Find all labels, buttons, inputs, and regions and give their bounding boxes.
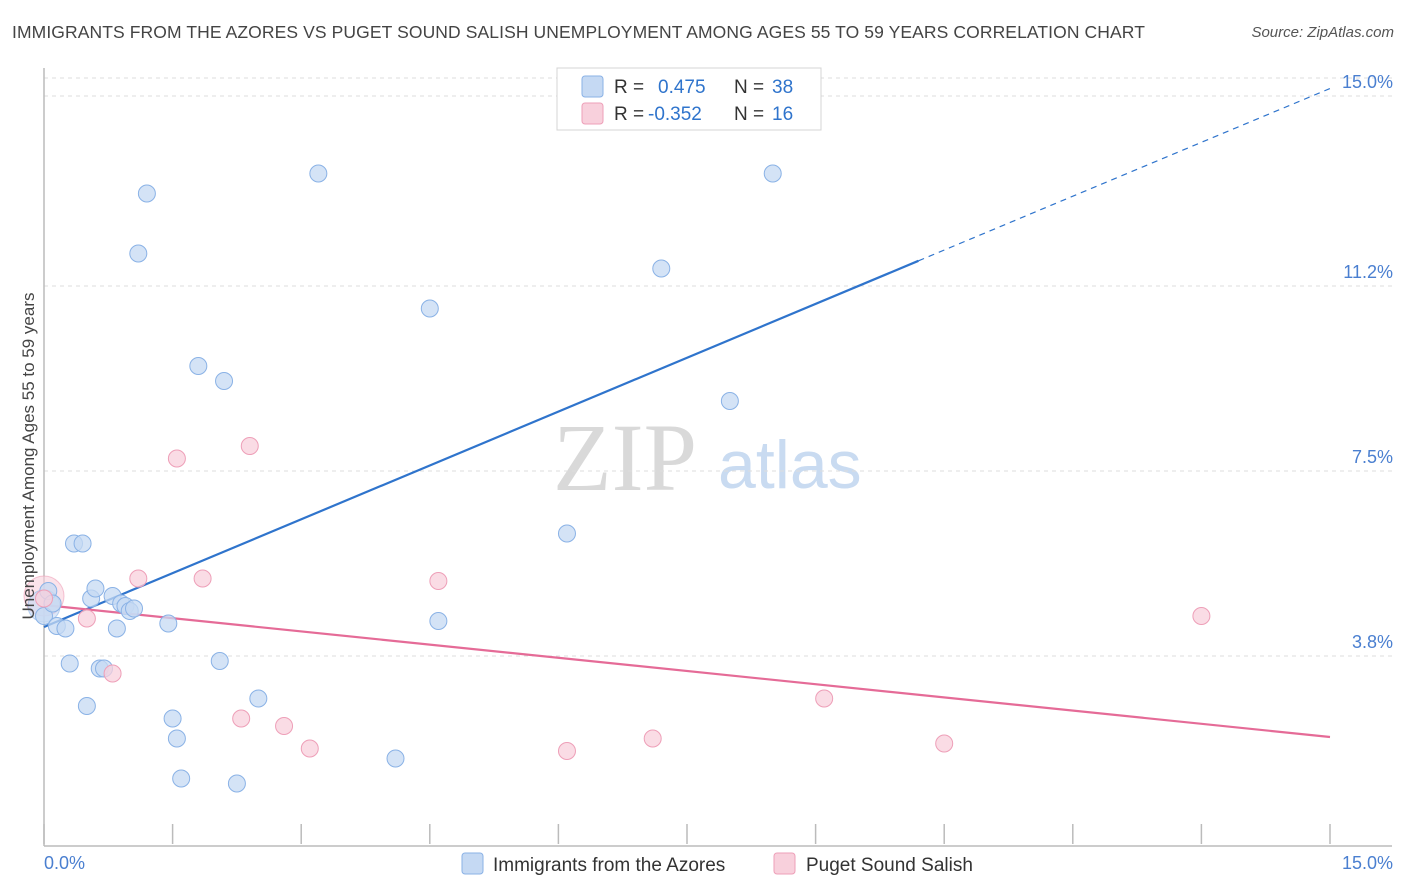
legend-r-value-2: -0.352 (648, 104, 702, 125)
legend-stats: R = 0.475 N = 38 R = -0.352 N = 16 (556, 67, 822, 131)
point-blue (249, 689, 268, 708)
point-blue (720, 392, 739, 410)
point-blue (137, 184, 156, 203)
point-blue (172, 769, 191, 788)
point-pink (300, 739, 319, 758)
legend-r-value-1: 0.475 (658, 77, 706, 98)
x-tick-label-max: 15.0% (1342, 853, 1393, 873)
point-blue (60, 654, 79, 673)
point-blue (189, 357, 208, 375)
point-blue (167, 729, 186, 748)
y-tick-label: 7.5% (1352, 447, 1393, 467)
legend-bottom-swatch-blue (461, 852, 484, 875)
trend-lines (43, 87, 1331, 739)
legend-n-label-1: N = (734, 77, 764, 98)
point-blue (309, 164, 328, 183)
y-tick-labels: 3.8% 7.5% 11.2% 15.0% (1342, 72, 1393, 652)
point-blue (763, 164, 782, 183)
point-pink (193, 569, 212, 588)
y-tick-label: 11.2% (1343, 262, 1393, 282)
point-pink (35, 589, 53, 608)
point-blue (227, 774, 246, 793)
point-blue (420, 299, 439, 318)
legend-r-label-1: R = (614, 77, 644, 98)
point-pink (429, 572, 448, 590)
trend-line-extension-blue (918, 87, 1331, 262)
legend-series: Immigrants from the Azores Puget Sound S… (461, 852, 973, 876)
point-pink (77, 609, 96, 628)
point-blue (56, 619, 75, 638)
watermark-atlas: atlas (718, 427, 862, 503)
point-blue (557, 524, 576, 543)
point-blue (386, 749, 405, 768)
point-blue (107, 619, 126, 638)
point-blue (73, 534, 92, 553)
point-pink (275, 717, 294, 735)
legend-bottom-label-pink: Puget Sound Salish (806, 855, 973, 876)
point-pink (1192, 607, 1211, 625)
legend-bottom-swatch-pink (773, 852, 796, 875)
legend-n-value-1: 38 (772, 77, 793, 98)
point-blue (210, 652, 229, 670)
point-pink (815, 689, 834, 708)
legend-r-label-2: R = (614, 104, 644, 125)
point-pink (103, 664, 122, 683)
trend-line-blue (43, 259, 919, 629)
y-tick-label: 3.8% (1352, 632, 1393, 652)
y-tick-label: 15.0% (1342, 72, 1393, 92)
legend-swatch-pink (581, 102, 604, 125)
point-blue (429, 612, 448, 630)
point-blue (159, 614, 178, 633)
point-pink (643, 729, 662, 748)
gridlines (44, 77, 1392, 657)
point-blue (163, 709, 182, 728)
legend-swatch-blue (581, 75, 604, 98)
point-pink (129, 569, 148, 588)
x-tick-label-min: 0.0% (44, 853, 85, 873)
axes (43, 68, 1392, 847)
point-blue (86, 579, 105, 598)
point-pink (557, 742, 576, 760)
point-pink (167, 449, 186, 468)
legend-n-value-2: 16 (772, 104, 793, 125)
watermark-zip: ZIP (553, 404, 697, 511)
point-blue (215, 372, 234, 390)
point-pink (240, 437, 259, 455)
point-blue (125, 599, 144, 618)
chart-title: IMMIGRANTS FROM THE AZORES VS PUGET SOUN… (12, 22, 1146, 42)
legend-bottom-label-blue: Immigrants from the Azores (493, 855, 725, 876)
legend-n-label-2: N = (734, 104, 764, 125)
trend-line-pink (43, 603, 1331, 739)
point-pink (232, 709, 251, 728)
point-blue (77, 697, 96, 715)
point-blue (129, 244, 148, 263)
point-blue (652, 259, 671, 278)
data-points (23, 164, 1211, 793)
point-pink (935, 734, 954, 753)
y-axis-title: Unemployment Among Ages 55 to 59 years (19, 293, 38, 620)
source-credit: Source: ZipAtlas.com (1251, 24, 1394, 41)
